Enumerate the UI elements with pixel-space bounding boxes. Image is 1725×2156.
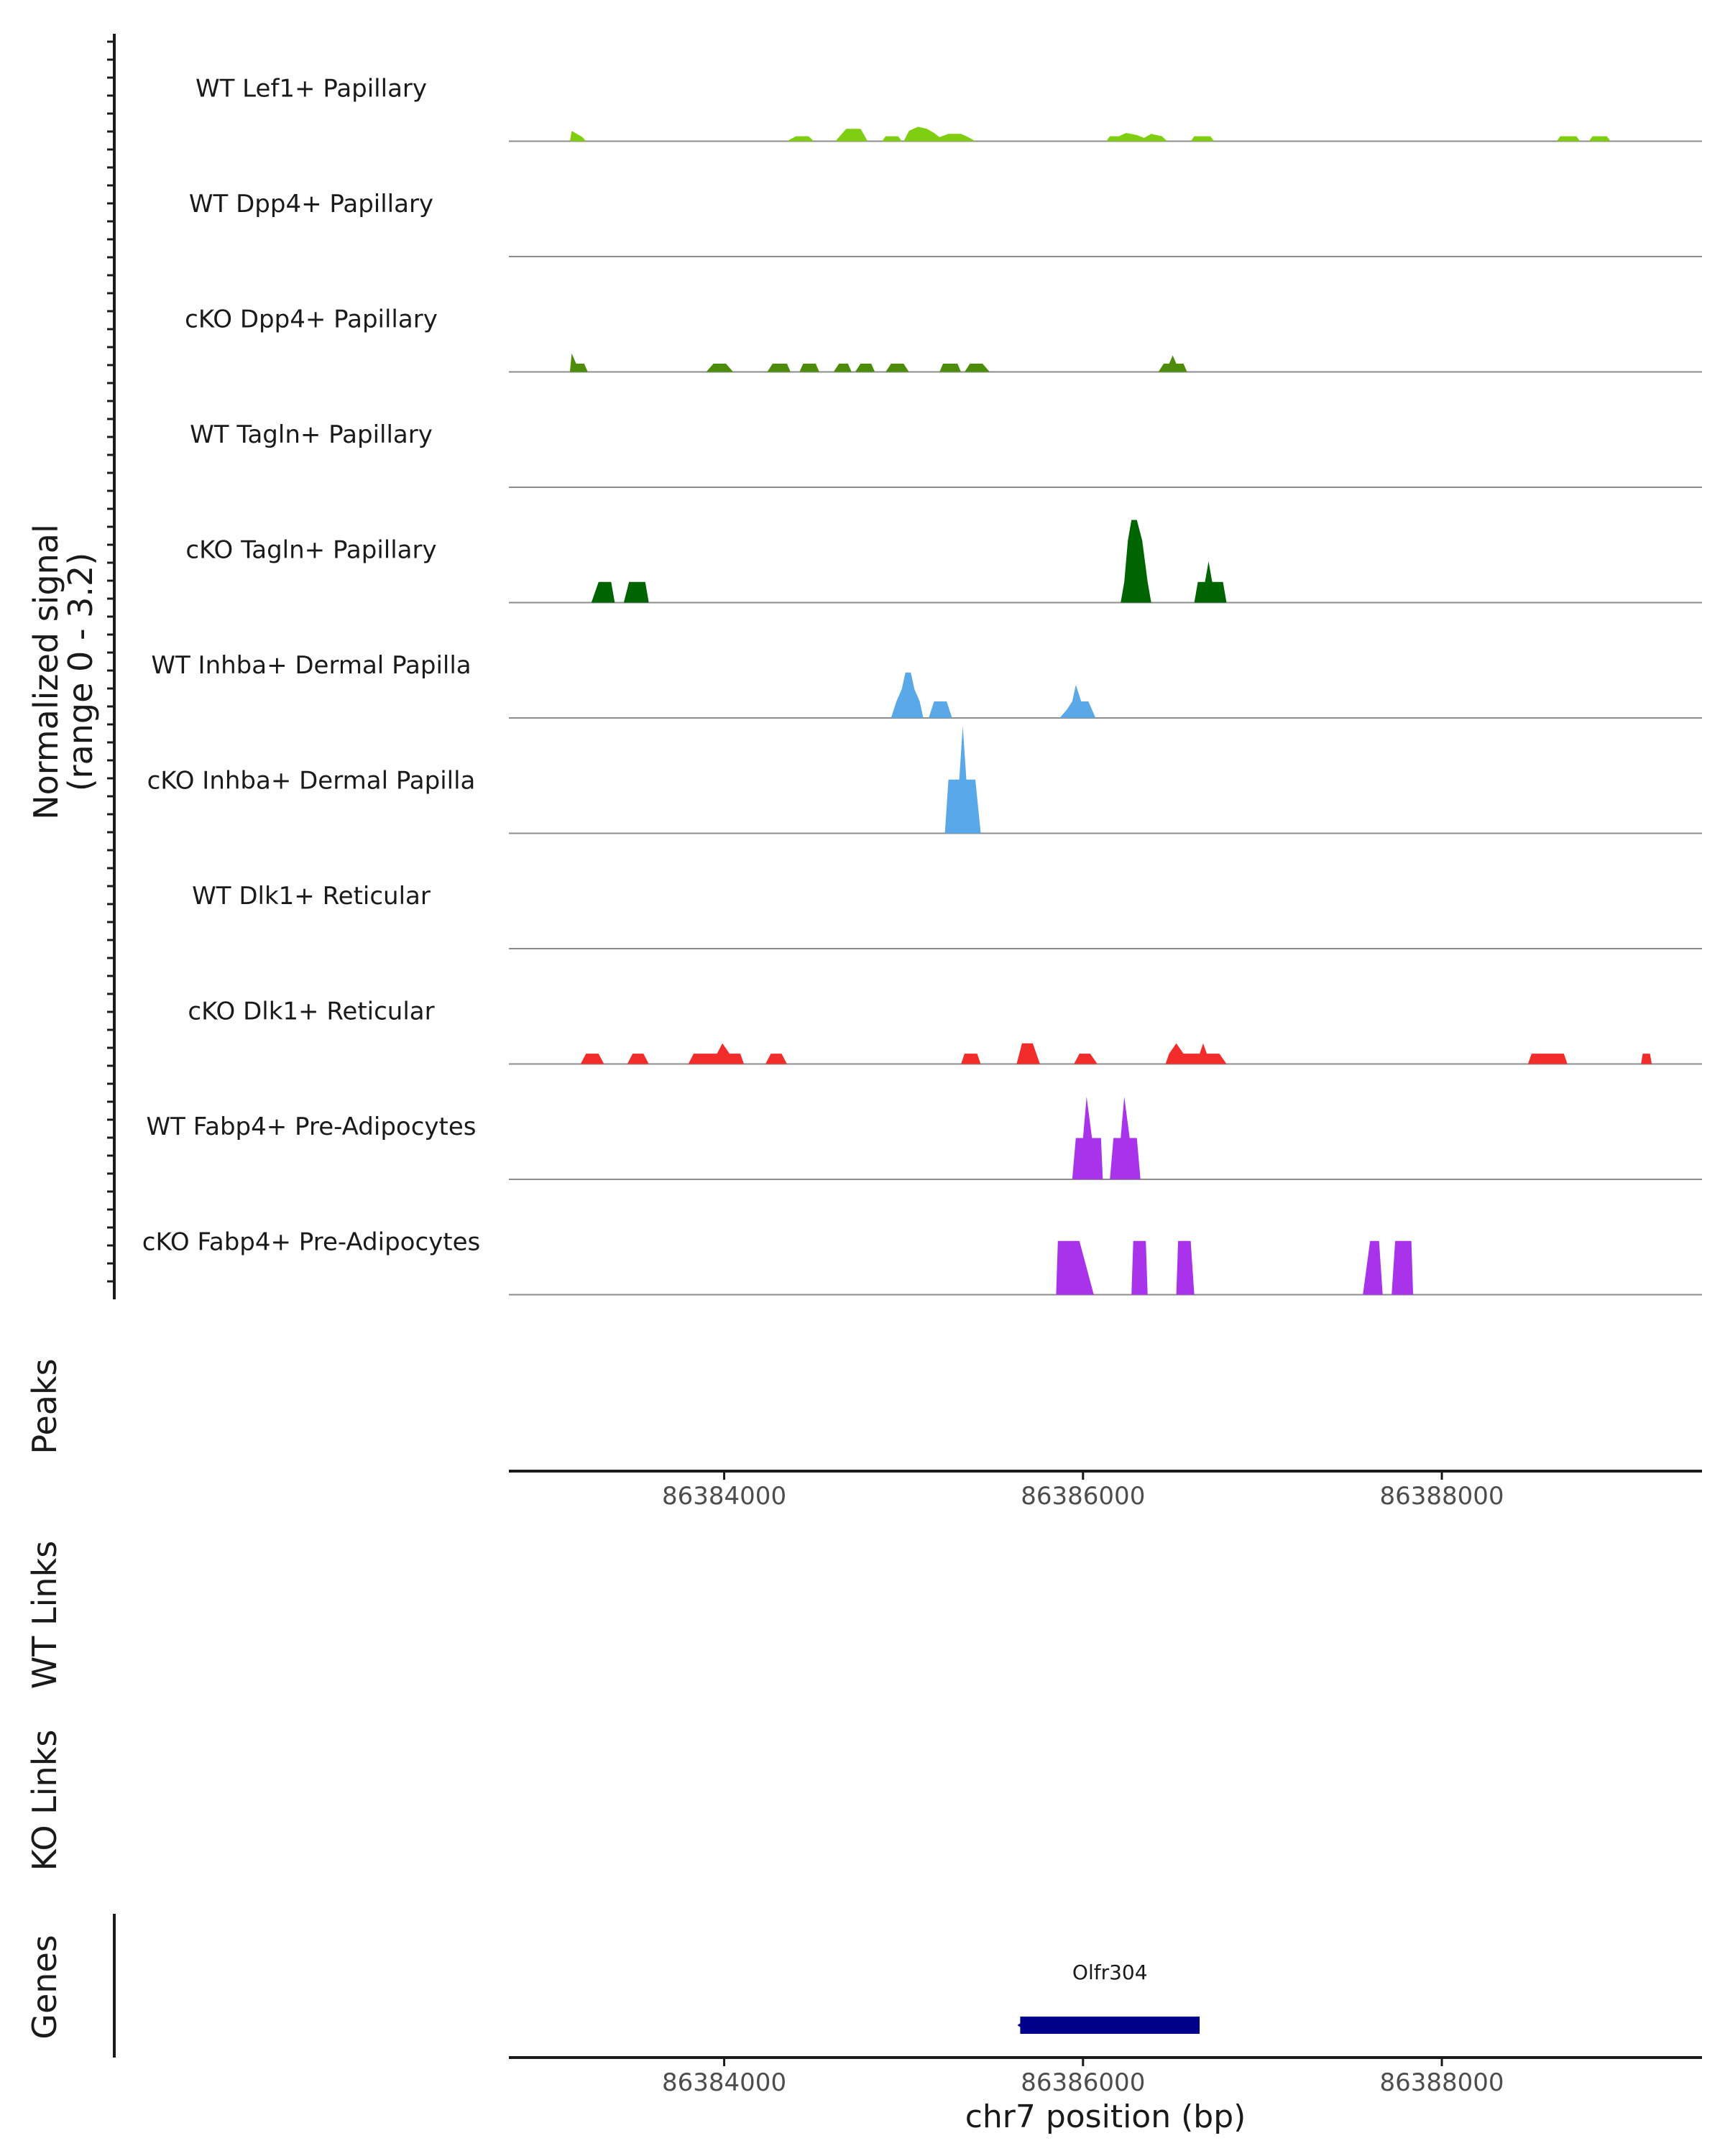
signal-y-axis: Normalized signal (range 0 - 3.2) [27, 34, 116, 1299]
coverage-peak [688, 1043, 744, 1064]
track-label: cKO Inhba+ Dermal Papilla [147, 767, 476, 796]
x-tick-label: 86384000 [662, 1482, 786, 1511]
track-label: WT Dlk1+ Reticular [192, 882, 431, 911]
ko-links-label: KO Links [25, 1730, 64, 1871]
track: cKO Tagln+ Papillary [185, 520, 1702, 604]
coverage-peak [1074, 1054, 1098, 1064]
wt-links-label: WT Links [25, 1541, 64, 1689]
coverage-peak [569, 131, 586, 142]
coverage-peak [1131, 1240, 1148, 1295]
x-tick-label: 86388000 [1380, 1482, 1504, 1511]
gene-body [1020, 2017, 1200, 2034]
coverage-peak [1641, 1054, 1652, 1064]
gene-annotations: Olfr304 [1017, 1961, 1200, 2034]
track: WT Dpp4+ Papillary [189, 190, 1702, 257]
coverage-peak [1158, 355, 1187, 372]
coverage-peak [706, 364, 733, 372]
coverage-peak [1121, 520, 1151, 603]
x-tick-label: 86388000 [1380, 2068, 1504, 2097]
x-tick-label: 86384000 [662, 2068, 786, 2097]
coverage-peak [569, 353, 588, 372]
coverage-peak [886, 364, 909, 372]
track: WT Lef1+ Papillary [196, 75, 1702, 142]
track-label: cKO Tagln+ Papillary [185, 536, 436, 565]
coverage-peak [939, 364, 962, 372]
x-axis-title: chr7 position (bp) [965, 2099, 1246, 2135]
peaks-track-label: Peaks [25, 1358, 64, 1454]
coverage-peak [1176, 1240, 1195, 1295]
track: cKO Dlk1+ Reticular [188, 998, 1702, 1065]
track: WT Fabp4+ Pre-Adipocytes [147, 1097, 1702, 1180]
coverage-peak [1072, 1097, 1103, 1179]
coverage-peak [623, 581, 649, 603]
coverage-peak [1165, 1043, 1227, 1064]
track: cKO Dpp4+ Papillary [185, 305, 1702, 373]
genes-track-label: Genes [25, 1935, 64, 2039]
gene-strand-arrow [1017, 2019, 1026, 2031]
track: WT Inhba+ Dermal Papilla [151, 651, 1702, 719]
track: cKO Inhba+ Dermal Papilla [147, 726, 1702, 834]
coverage-peak [591, 581, 615, 603]
coverage-tracks: WT Lef1+ Papillary WT Dpp4+ Papillary cKO … [142, 75, 1702, 1296]
coverage-peak [1363, 1240, 1383, 1295]
coverage-peak [767, 364, 791, 372]
coverage-peak [799, 364, 819, 372]
coverage-peak [627, 1054, 649, 1064]
coverage-peak [833, 364, 852, 372]
track-label: WT Dpp4+ Papillary [189, 190, 433, 218]
coverage-peak [1527, 1054, 1568, 1064]
track-label: WT Lef1+ Papillary [196, 75, 427, 103]
coverage-peak [580, 1054, 604, 1064]
coverage-peak [961, 1054, 981, 1064]
coverage-peak [882, 136, 902, 142]
coverage-peak [786, 136, 814, 142]
track: cKO Fabp4+ Pre-Adipocytes [142, 1228, 1702, 1296]
coverage-peak [903, 126, 975, 142]
coverage-peak [929, 701, 952, 718]
x-tick-label: 86386000 [1021, 1482, 1145, 1511]
gene-label: Olfr304 [1072, 1961, 1148, 1984]
bottom-x-axis-ticks: 86384000 86386000 86388000 [662, 2058, 1504, 2097]
track-label: cKO Dpp4+ Papillary [185, 305, 438, 334]
coverage-peak [765, 1054, 787, 1064]
coverage-peak [1059, 685, 1096, 718]
coverage-peak [891, 672, 924, 718]
track-label: WT Fabp4+ Pre-Adipocytes [147, 1112, 477, 1141]
coverage-peak [835, 129, 868, 142]
track: WT Tagln+ Papillary [190, 420, 1702, 488]
signal-y-axis-ticks [107, 40, 114, 1283]
coverage-peak [855, 364, 875, 372]
peaks-x-axis-ticks: 86384000 86386000 86388000 [662, 1471, 1504, 1511]
coverage-peak [1190, 136, 1214, 142]
coverage-peak [1110, 1097, 1141, 1179]
signal-y-axis-title-line2: (range 0 - 3.2) [61, 553, 100, 792]
x-tick-label: 86386000 [1021, 2068, 1145, 2097]
track-label: cKO Dlk1+ Reticular [188, 998, 434, 1026]
coverage-peak [1392, 1240, 1414, 1295]
track: WT Dlk1+ Reticular [192, 882, 1702, 949]
coverage-peak [1056, 1240, 1094, 1295]
coverage-peak [1194, 561, 1227, 603]
signal-y-axis-title-line1: Normalized signal [27, 524, 65, 820]
coverage-peak [1556, 136, 1581, 142]
coverage-peak [1016, 1043, 1040, 1064]
coverage-peak [944, 726, 981, 834]
coverage-peak [965, 364, 990, 372]
coverage-peak [1588, 136, 1611, 142]
track-label: cKO Fabp4+ Pre-Adipocytes [142, 1228, 481, 1257]
track-label: WT Tagln+ Papillary [190, 420, 433, 449]
coverage-peak [1106, 133, 1168, 142]
track-label: WT Inhba+ Dermal Papilla [151, 651, 471, 680]
